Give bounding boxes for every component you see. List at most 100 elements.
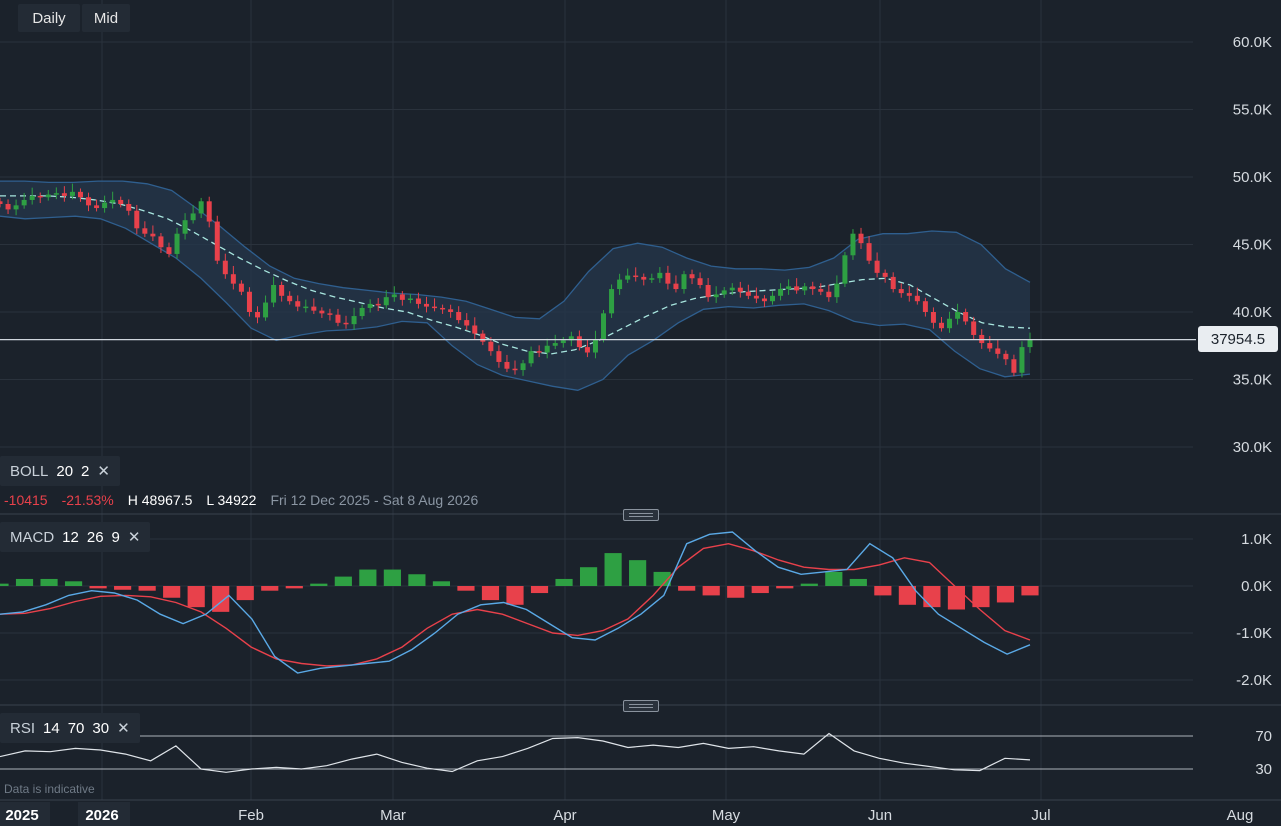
candle-body — [786, 286, 792, 290]
candle-body — [359, 307, 365, 317]
candle-body — [657, 272, 663, 279]
rsi-indicator-label[interactable]: RSI 14 70 30 ✕ — [0, 713, 140, 743]
macd-histogram-bar — [898, 586, 916, 605]
candle-body — [440, 307, 446, 310]
macd-histogram-bar — [138, 586, 156, 591]
candle-body — [584, 347, 590, 353]
pane-resize-handle[interactable] — [623, 700, 659, 712]
candle-body — [464, 320, 470, 326]
candle-body — [375, 303, 381, 306]
candle-body — [705, 285, 711, 298]
macd-histogram-bar — [530, 586, 549, 594]
close-icon[interactable]: ✕ — [97, 463, 110, 480]
macd-histogram-bar — [114, 586, 132, 590]
bollinger-lower-line — [0, 215, 1031, 391]
candle-body — [319, 310, 325, 314]
candle-body — [504, 361, 510, 369]
macd-histogram-bar — [996, 586, 1015, 603]
candle-body — [601, 313, 607, 339]
candle-body — [182, 220, 188, 234]
x-axis-tick: May — [712, 807, 741, 824]
macd-histogram-bar — [15, 578, 34, 586]
macd-histogram-bar — [334, 576, 352, 586]
candle-body — [456, 312, 462, 321]
price-stats: -10415 -21.53% H 48967.5 L 34922 Fri 12 … — [4, 492, 478, 508]
macd-indicator-label[interactable]: MACD 12 26 9 ✕ — [0, 522, 151, 552]
macd-histogram-bar — [408, 574, 426, 586]
candle-body — [311, 306, 317, 311]
price-axis-tick: 40.0K — [1233, 304, 1272, 321]
candle-body — [5, 204, 11, 210]
x-axis-tick: Jul — [1031, 807, 1050, 824]
candle-body — [287, 295, 293, 302]
macd-histogram-bar — [972, 586, 990, 608]
close-icon[interactable]: ✕ — [127, 529, 141, 546]
candle-body — [866, 243, 872, 261]
price-axis-tick: 55.0K — [1233, 102, 1272, 119]
x-axis-year-highlight — [0, 802, 50, 826]
candle-body — [592, 339, 598, 353]
close-icon[interactable]: ✕ — [117, 720, 130, 737]
chart-grid — [0, 0, 1281, 801]
pane-resize-handle[interactable] — [623, 509, 659, 521]
macd-histogram-bar — [481, 586, 500, 601]
candle-body — [938, 322, 944, 329]
candle-body — [922, 301, 928, 312]
candle-body — [834, 283, 840, 298]
candle-body — [13, 205, 19, 210]
candle-body — [102, 202, 108, 209]
price-panel — [0, 180, 1196, 391]
candle-body — [295, 301, 301, 307]
macd-histogram-bar — [236, 586, 254, 601]
candle-body — [1019, 347, 1025, 373]
macd-name: MACD — [10, 528, 55, 546]
candle-body — [415, 298, 421, 304]
macd-histogram-bar — [261, 586, 279, 591]
candle-body — [778, 289, 784, 296]
boll-indicator-label[interactable]: BOLL 20 2 ✕ — [0, 456, 120, 486]
candle-body — [914, 295, 920, 302]
macd-histogram-bar — [579, 567, 598, 586]
candle-body — [222, 260, 228, 275]
candle-body — [1027, 339, 1033, 348]
candle-body — [681, 274, 687, 290]
candle-body — [649, 278, 655, 280]
candle-body — [689, 274, 695, 279]
candle-body — [327, 313, 333, 315]
macd-signal: 9 — [111, 528, 120, 546]
rsi-line — [0, 732, 1031, 773]
price-axis-tick: 35.0K — [1233, 372, 1272, 389]
macd-histogram-bar — [64, 581, 83, 586]
candle-body — [37, 195, 43, 198]
macd-axis-tick: 0.0K — [1241, 578, 1272, 595]
boll-period: 20 — [56, 462, 74, 480]
candle-body — [118, 199, 124, 204]
candle-body — [576, 336, 582, 348]
macd-histogram-bar — [1021, 586, 1039, 596]
macd-line — [0, 531, 1031, 674]
x-axis-tick: Apr — [553, 807, 576, 824]
candle-body — [126, 204, 132, 211]
candle-body — [818, 289, 824, 292]
candle-body — [729, 287, 735, 291]
macd-histogram-bar — [776, 586, 794, 589]
candle-body — [399, 294, 405, 300]
candle-body — [198, 201, 204, 214]
price-type-button[interactable]: Mid — [82, 4, 130, 32]
candle-body — [641, 276, 647, 280]
candle-body — [383, 297, 389, 306]
candle-body — [745, 291, 751, 296]
candle-body — [480, 333, 486, 342]
candle-body — [898, 289, 904, 294]
candle-body — [850, 233, 856, 256]
rsi-axis-tick: 70 — [1255, 728, 1272, 745]
candle-body — [351, 316, 357, 325]
candle-body — [713, 294, 719, 298]
candle-body — [432, 306, 438, 309]
x-axis-tick: Jun — [868, 807, 892, 824]
macd-histogram-bar — [653, 571, 671, 586]
interval-button[interactable]: Daily — [18, 4, 80, 32]
macd-histogram-bar — [555, 578, 573, 586]
macd-axis-tick: 1.0K — [1241, 531, 1272, 548]
